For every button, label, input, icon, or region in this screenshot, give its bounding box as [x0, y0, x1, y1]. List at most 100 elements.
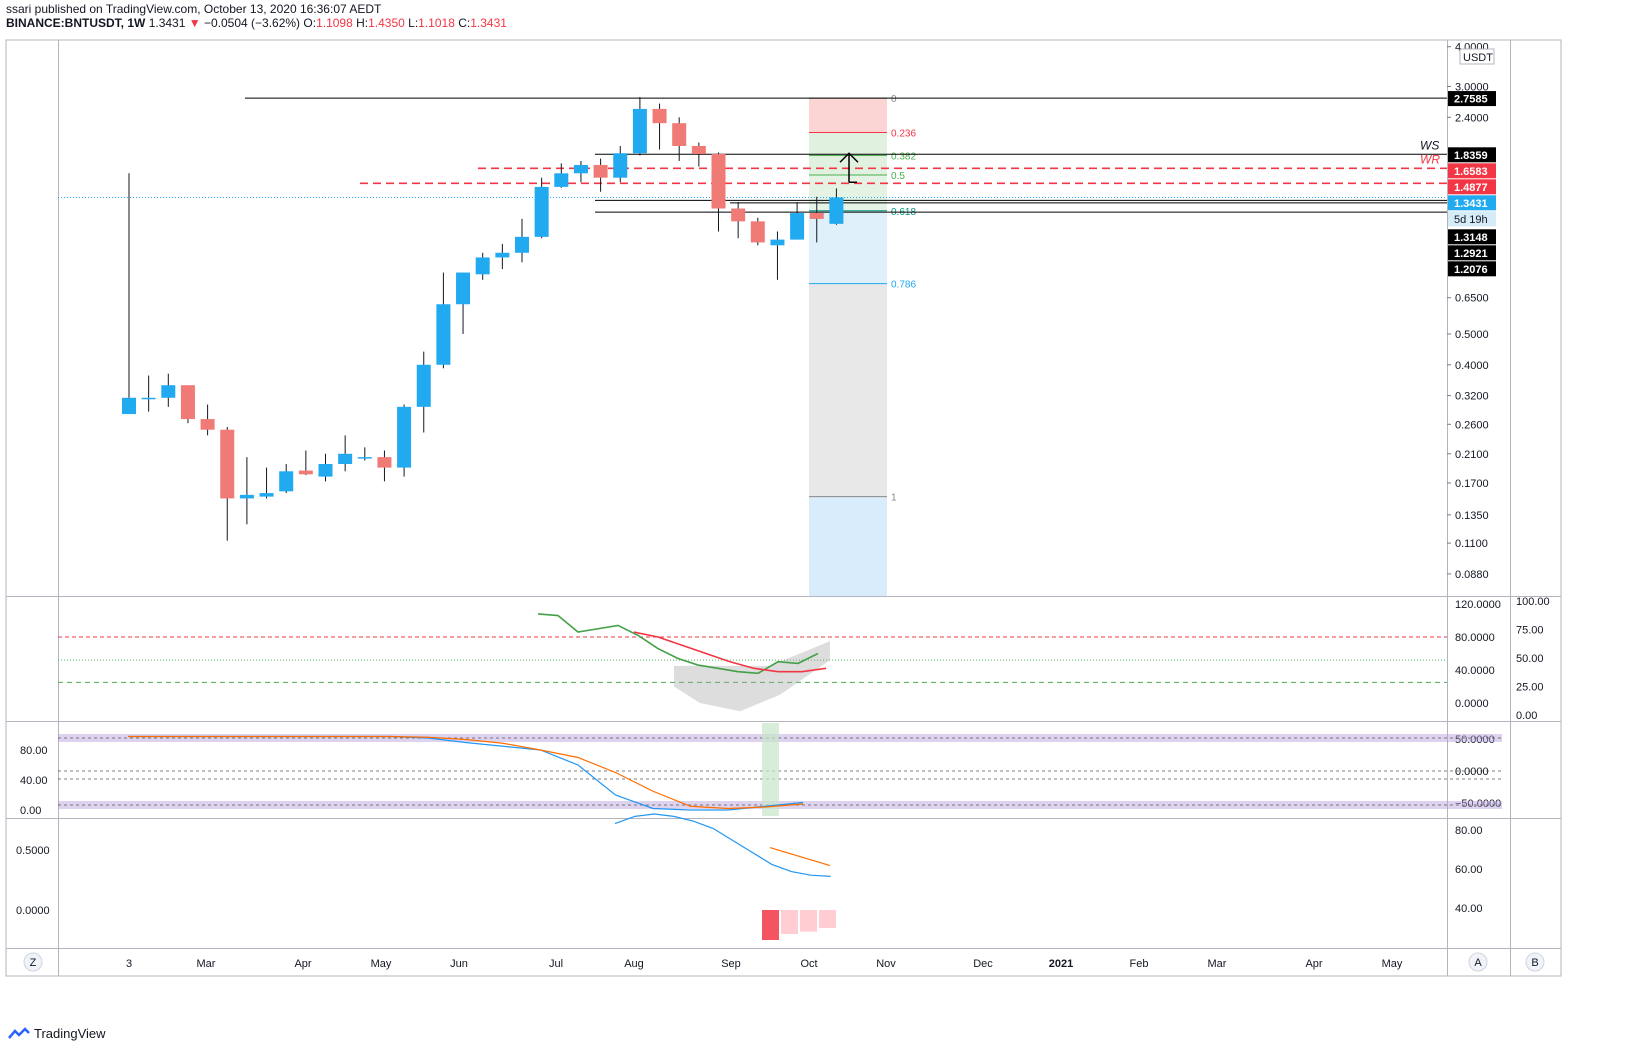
pane3-series-blue — [128, 735, 804, 811]
price-tick-label: 0.2100 — [1455, 449, 1489, 461]
candle-up — [338, 453, 353, 465]
time-tick-label: 3 — [126, 958, 132, 970]
price-change: −0.0504 (−3.62%) — [203, 16, 301, 30]
candle-down — [180, 385, 195, 420]
candle-up — [632, 108, 647, 154]
close-value: 1.3431 — [470, 16, 507, 30]
candle-up — [161, 385, 176, 398]
close-label: C: — [458, 16, 471, 30]
scale-b-button[interactable]: B — [1525, 952, 1545, 972]
price-axis-label: 1.8359 — [1454, 150, 1488, 162]
candle-up — [436, 304, 451, 365]
price-axis-label-bg — [1448, 179, 1496, 195]
pane4-right-tick: 60.00 — [1455, 864, 1483, 876]
price-axis-label: 1.3431 — [1454, 198, 1488, 210]
price-tick-label: 0.2600 — [1455, 419, 1489, 431]
fib-zone-extension — [809, 496, 887, 596]
time-tick-label: Jul — [549, 958, 563, 970]
pane2-series-green — [537, 613, 819, 675]
candle-down — [377, 457, 392, 468]
pane4-series-blue — [614, 813, 831, 877]
fib-level-label: 0.382 — [891, 152, 916, 163]
fib-zone — [809, 283, 887, 497]
pane3-right-tick: 0.0000 — [1455, 766, 1489, 778]
pane3-series-orange — [128, 735, 804, 810]
time-tick-label: 2021 — [1049, 958, 1073, 970]
price-axis-label-bg — [1448, 245, 1496, 261]
pane3-left-tick: 0.00 — [20, 805, 41, 817]
publish-info: ssari published on TradingView.com, Octo… — [6, 2, 382, 16]
price-tick-label: 3.0000 — [1455, 81, 1489, 93]
down-triangle-icon: ▼ — [188, 16, 201, 30]
time-tick-label: Jun — [450, 958, 468, 970]
candle-up — [456, 272, 471, 305]
high-value: 1.4350 — [368, 16, 405, 30]
pane2-tick-label: 40.0000 — [1455, 665, 1495, 677]
currency-label: USDT — [1463, 52, 1493, 64]
price-tick-label: 0.3200 — [1455, 391, 1489, 403]
time-tick-label: Mar — [1208, 958, 1227, 970]
candle-down — [809, 213, 824, 219]
candle-up — [515, 236, 529, 253]
time-tick-label: Nov — [876, 958, 896, 970]
price-axis-label: 1.3148 — [1454, 232, 1488, 244]
price-axis-label: 1.2076 — [1454, 264, 1488, 276]
price-tick-label: 0.1700 — [1455, 478, 1489, 490]
countdown-label: 5d 19h — [1454, 214, 1488, 226]
currency-badge — [1459, 48, 1495, 65]
pane4-right-tick: 40.00 — [1455, 903, 1483, 915]
candle-up — [475, 257, 490, 275]
chart-frame — [5, 39, 1562, 977]
time-tick-label: Dec — [973, 958, 993, 970]
candle-up — [613, 153, 628, 178]
scale-b-button-label: B — [1531, 957, 1538, 969]
scale-z-button[interactable]: Z — [23, 952, 43, 972]
price-axis-label-bg — [1448, 163, 1496, 179]
time-tick-label: Mar — [197, 958, 216, 970]
fib-zone — [809, 175, 887, 211]
candle-up — [495, 252, 510, 258]
open-label: O: — [303, 16, 317, 30]
symbol-name[interactable]: BINANCE:BNTUSDT, 1W — [6, 16, 146, 30]
pane2-tick-label: 120.0000 — [1455, 599, 1501, 611]
price-axis-label-bg — [1448, 147, 1496, 163]
candle-down — [593, 164, 608, 178]
tradingview-logo-icon — [8, 1026, 30, 1039]
pane4-histogram-bar — [819, 910, 836, 928]
pane2-tick-label: 0.0000 — [1455, 698, 1489, 710]
brand-name: TradingView — [34, 1026, 106, 1041]
up-arrow-icon — [839, 152, 859, 183]
candle-down — [200, 419, 215, 430]
time-tick-label: Apr — [1305, 958, 1322, 970]
price-axis-label-bg — [1448, 91, 1496, 107]
candle-down — [652, 108, 667, 124]
candle-up — [554, 173, 569, 187]
pane2-outer-tick-label: 75.00 — [1516, 625, 1544, 637]
fib-zone — [809, 155, 887, 176]
candle-up — [122, 397, 136, 415]
fib-zone — [809, 210, 887, 284]
candle-up — [534, 186, 549, 237]
price-tick-label: 0.6500 — [1455, 293, 1489, 305]
candle-up — [318, 464, 333, 477]
fib-zone — [809, 132, 887, 156]
candle-up — [770, 239, 785, 246]
auto-scale-button-label: A — [1474, 957, 1482, 969]
zone-label-ws: WS — [1420, 138, 1439, 152]
price-tick-label: 0.1100 — [1455, 538, 1488, 550]
candle-down — [220, 429, 235, 499]
price-axis-label: 2.7585 — [1454, 94, 1488, 106]
time-tick-label: Feb — [1130, 958, 1149, 970]
pane2-tick-label: 80.0000 — [1455, 632, 1495, 644]
candle-up — [790, 213, 805, 240]
candle-up — [141, 397, 156, 400]
time-tick-label: Sep — [721, 958, 741, 970]
auto-scale-button[interactable]: A — [1468, 952, 1488, 972]
countdown-bg — [1448, 211, 1496, 227]
candle-down — [731, 208, 746, 222]
time-tick-label: Apr — [294, 958, 311, 970]
price-tick-label: 0.5000 — [1455, 329, 1489, 341]
price-axis-label-bg — [1448, 229, 1496, 245]
time-tick-label: May — [371, 958, 392, 970]
